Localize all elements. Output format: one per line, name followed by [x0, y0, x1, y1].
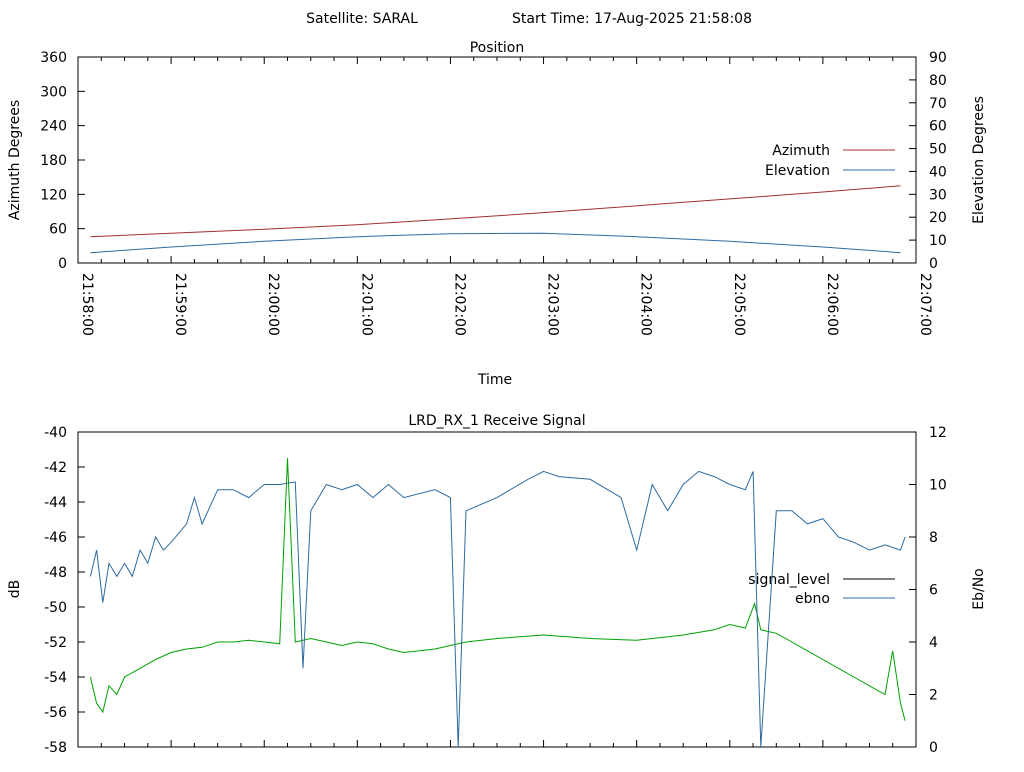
position-series-azimuth [90, 185, 901, 238]
start-time-label: Start Time: 17-Aug-2025 21:58:08 [512, 11, 752, 27]
position-y-tick-label: 120 [40, 187, 67, 203]
position-series-elevation [90, 232, 901, 254]
signal-y-tick-label: -44 [44, 495, 67, 511]
position-y2-tick-label: 50 [929, 142, 947, 158]
signal-y-tick-label: -42 [44, 460, 67, 476]
position-y-tick-label: 300 [40, 84, 67, 100]
signal-y2-tick-label: 12 [929, 425, 947, 441]
signal-legend-label: signal_level [748, 572, 830, 588]
position-x-tick-label: 22:05:00 [731, 273, 747, 336]
position-y2-tick-label: 20 [929, 210, 947, 226]
position-x-axis-label: Time [477, 372, 512, 388]
position-y2-tick-label: 80 [929, 73, 947, 89]
position-y-tick-label: 240 [40, 119, 67, 135]
position-y-tick-label: 360 [40, 50, 67, 66]
position-y-tick-label: 60 [49, 222, 67, 238]
signal-y-tick-label: -40 [44, 425, 67, 441]
position-legend-label: Elevation [765, 163, 830, 179]
position-y2-tick-label: 30 [929, 187, 947, 203]
signal-y2-tick-label: 4 [929, 635, 938, 651]
signal-y2-tick-label: 2 [929, 688, 938, 704]
position-chart-title: Position [470, 40, 525, 56]
position-x-tick-label: 22:04:00 [638, 273, 654, 336]
position-y-axis-label: Azimuth Degrees [7, 100, 23, 220]
position-x-tick-label: 21:58:00 [79, 273, 95, 336]
signal-y2-tick-label: 8 [929, 530, 938, 546]
position-y2-tick-label: 10 [929, 233, 947, 249]
position-x-tick-label: 22:06:00 [824, 273, 840, 336]
position-x-tick-label: 22:03:00 [545, 273, 561, 336]
signal-series-signal-level [89, 458, 906, 721]
signal-series-ebno [89, 470, 906, 748]
position-x-tick-label: 22:02:00 [451, 273, 467, 336]
signal-y-tick-label: -56 [44, 705, 67, 721]
position-y-tick-label: 180 [40, 153, 67, 169]
position-y2-axis-label: Elevation Degrees [971, 96, 987, 224]
position-x-tick-label: 22:00:00 [265, 273, 281, 336]
position-x-tick-label: 22:07:00 [917, 273, 933, 336]
signal-y2-tick-label: 0 [929, 740, 938, 756]
signal-y2-tick-label: 10 [929, 478, 947, 494]
signal-chart-title: LRD_RX_1 Receive Signal [408, 413, 585, 429]
signal-y-axis-label: dB [7, 580, 23, 599]
signal-y2-tick-label: 6 [929, 583, 938, 599]
satellite-label: Satellite: SARAL [306, 11, 418, 27]
position-y2-tick-label: 70 [929, 96, 947, 112]
signal-y-tick-label: -52 [44, 635, 67, 651]
signal-y-tick-label: -58 [44, 740, 67, 756]
position-legend-label: Azimuth [772, 143, 830, 159]
position-y2-tick-label: 40 [929, 164, 947, 180]
signal-y-tick-label: -48 [44, 565, 67, 581]
position-x-tick-label: 21:59:00 [172, 273, 188, 336]
position-y2-tick-label: 90 [929, 50, 947, 66]
position-y2-tick-label: 60 [929, 119, 947, 135]
signal-plot-frame [77, 431, 917, 748]
signal-y2-axis-label: Eb/No [971, 568, 987, 610]
signal-legend-label: ebno [795, 591, 830, 607]
position-x-tick-label: 22:01:00 [358, 273, 374, 336]
signal-y-tick-label: -50 [44, 600, 67, 616]
position-y2-tick-label: 0 [929, 256, 938, 272]
signal-y-tick-label: -54 [44, 670, 67, 686]
position-y-tick-label: 0 [58, 256, 67, 272]
signal-y-tick-label: -46 [44, 530, 67, 546]
